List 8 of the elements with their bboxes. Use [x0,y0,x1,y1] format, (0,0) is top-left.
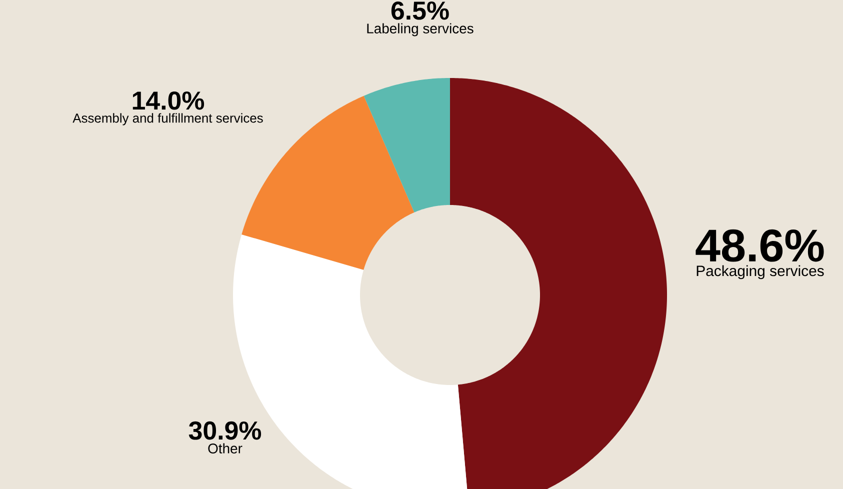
data-label: 48.6% [696,229,824,262]
slice-label: Assembly and fulfillment services [72,113,263,126]
data-label: 30.9% [188,421,262,440]
slice-label: Packaging services [696,265,824,280]
slice-label: Other [208,443,242,454]
data-label: 14.0% [132,91,204,110]
slice-label: Labeling services [367,23,474,36]
data-label: 6.5% [391,1,449,20]
